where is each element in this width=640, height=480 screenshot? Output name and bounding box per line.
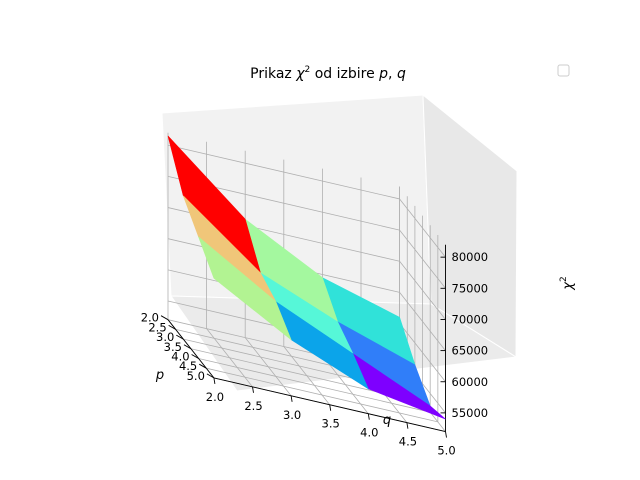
legend-box [557,64,570,77]
gridline-z-left [167,144,400,200]
p-tick-label: 4.5 [179,359,197,373]
surface-face [197,236,292,341]
p-tick-label: 2.5 [148,320,166,334]
z-tick-label: 60000 [452,375,489,389]
p-tick-label: 4.0 [171,349,189,363]
q-tick-label: 2.5 [244,399,262,413]
z-tick-label: 75000 [452,281,489,295]
p-tick [206,373,215,379]
q-tick-label: 3.0 [283,408,301,422]
legend [557,64,570,77]
p-tick-label: 3.5 [164,340,182,354]
p-tick [160,315,169,321]
q-tick [252,386,254,393]
z-tick-label: 70000 [452,312,489,326]
q-tick [329,404,332,411]
q-tick [445,431,447,438]
gridline-z-right [399,229,446,289]
q-tick [367,413,370,420]
p-tick-label: 2.0 [141,311,159,325]
y-axis-label: q [383,413,391,428]
chart-title: Prikaz χ2 od izbire p, q [250,65,406,82]
gridline-z-right [399,261,446,320]
q-tick-label: 4.5 [399,435,417,449]
p-tick-label: 3.0 [156,330,174,344]
q-tick-label: 3.5 [322,417,340,431]
z-tick-label: 80000 [452,250,489,264]
x-axis-label: p [155,368,164,383]
gridline-z-right [399,292,446,351]
q-tick [406,422,409,429]
p-tick [199,363,207,369]
q-tick [290,395,293,402]
z-tick-label: 55000 [452,406,489,420]
q-tick-label: 4.0 [360,426,378,440]
gridline-z-right [399,198,446,258]
p-tick [168,324,176,330]
tick-labels: 2.02.53.03.54.04.55.02.02.53.03.54.04.55… [141,250,488,457]
p-tick [176,334,184,340]
gridline-p-floor [198,358,431,413]
z-axis-label: χ2 [559,276,576,290]
q-tick-label: 5.0 [437,444,455,458]
p-tick [183,344,192,350]
surface-plot [167,135,446,420]
q-tick-label: 2.0 [206,390,224,404]
gridline-p-floor [206,367,438,423]
gridline-z-right [399,323,446,382]
p-tick [191,354,199,359]
q-tick [213,377,216,384]
p-tick-label: 5.0 [187,369,205,383]
tick-marks [160,256,447,438]
z-tick-label: 65000 [452,344,489,358]
